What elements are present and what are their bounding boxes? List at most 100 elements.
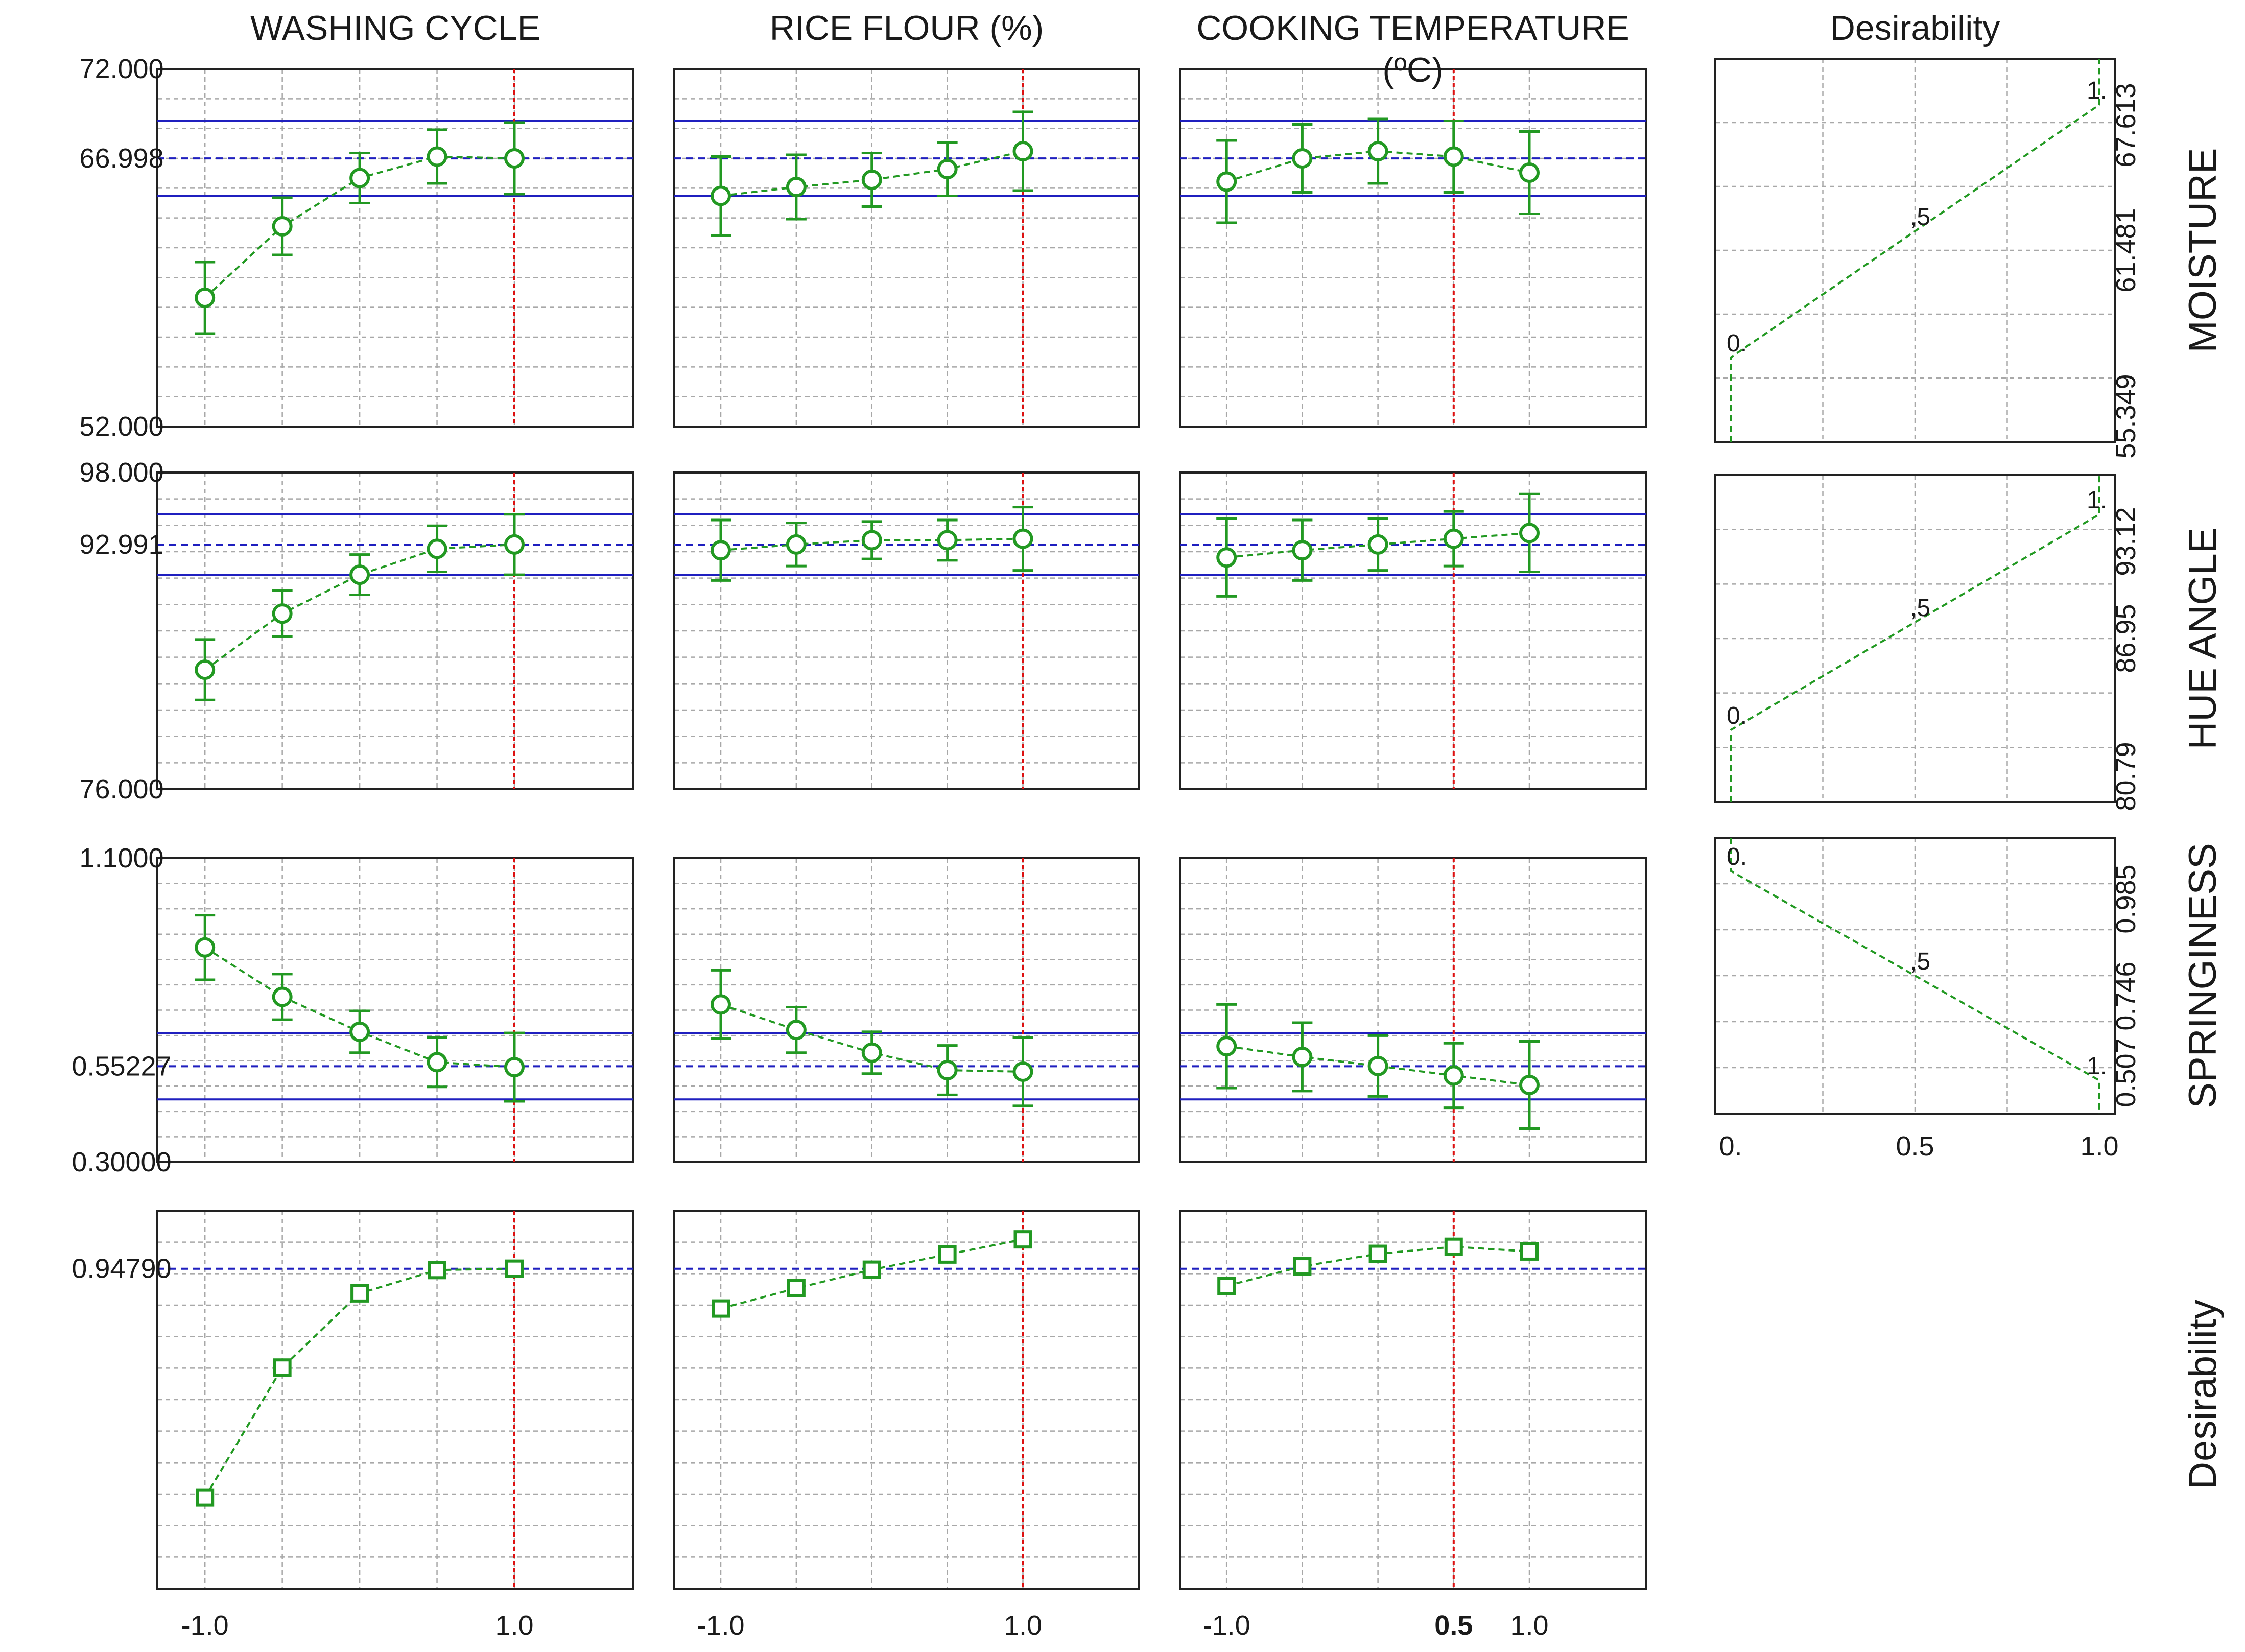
panel-frame — [673, 471, 1140, 790]
data-point — [711, 994, 731, 1015]
data-point — [505, 1259, 524, 1278]
x-tick-label: -1.0 — [181, 1610, 229, 1641]
data-point — [1292, 1046, 1313, 1067]
desirability-x-tick-label: 0.5 — [1896, 1131, 1934, 1162]
column-title: WASHING CYCLE — [250, 9, 540, 48]
profile-series-r3-c2 — [1180, 1211, 1646, 1589]
desirability-marker-label: 0. — [1727, 330, 1747, 357]
desirability-panel-2 — [1714, 837, 2116, 1115]
chart-labels: WASHING CYCLE RICE FLOUR (%) COOKING TEMPE… — [72, 9, 2225, 1641]
profile-panel-r0-c2 — [1179, 68, 1647, 428]
profile-panel-r2-c0 — [156, 857, 634, 1163]
desirability-marker-label: ,5 — [1910, 204, 1930, 231]
data-point — [861, 170, 882, 190]
profile-panel-r2-c2 — [1179, 857, 1647, 1163]
profile-series-r0-c2 — [1180, 69, 1646, 427]
data-point — [272, 216, 293, 237]
panel-frame — [156, 68, 634, 428]
profile-series-r0-c0 — [157, 69, 633, 427]
row-title: MOISTURE — [2181, 148, 2225, 352]
data-point — [861, 530, 882, 551]
x-tick-label: -1.0 — [1203, 1610, 1250, 1641]
desirability-x-tick-label: 0. — [1719, 1131, 1742, 1162]
response-value-label: 0.746 — [2111, 961, 2141, 1030]
panel-frame — [1714, 474, 2116, 803]
row-title: Desirability — [2181, 1300, 2225, 1490]
desirability-panel-0 — [1714, 58, 2116, 443]
desirability-function-line — [1730, 59, 2100, 442]
panel-frame — [673, 1210, 1140, 1590]
profile-series-r3-c1 — [674, 1211, 1139, 1589]
data-point — [1443, 528, 1464, 549]
data-point — [1217, 1277, 1236, 1295]
y-tick-label: 0.55227 — [72, 1051, 171, 1081]
data-point — [1216, 1036, 1237, 1057]
data-point — [787, 1279, 806, 1297]
panel-frame — [156, 471, 634, 790]
data-point — [1367, 1055, 1388, 1076]
data-point — [1216, 547, 1237, 568]
y-tick-label: 92.991 — [79, 529, 163, 560]
profile-panel-r1-c0 — [156, 471, 634, 790]
desirability-marker-label: 0. — [1727, 843, 1747, 870]
data-point — [196, 1488, 215, 1507]
data-point — [428, 1261, 446, 1280]
data-point — [786, 177, 807, 197]
y-tick-label: 98.000 — [79, 457, 163, 488]
data-point — [427, 538, 447, 559]
row-title: HUE ANGLE — [2181, 527, 2225, 749]
panel-frame — [156, 1210, 634, 1590]
data-point — [1443, 146, 1464, 167]
x-tick-label: 1.0 — [1004, 1610, 1042, 1641]
row-title: SPRINGINESS — [2181, 843, 2225, 1108]
y-tick-label: 72.000 — [79, 54, 163, 84]
desirability-marker-label: 1. — [2087, 1053, 2107, 1080]
data-point — [1520, 1242, 1539, 1261]
y-tick-label: 1.1000 — [79, 843, 163, 874]
desirability-function-2 — [1730, 838, 2100, 1114]
desirability-panel-1 — [1714, 474, 2116, 803]
data-point — [504, 534, 525, 555]
series-line — [204, 543, 515, 671]
column-title: COOKING TEMPERATURE — [1196, 9, 1629, 48]
y-tick-label: 0.94790 — [72, 1254, 171, 1284]
response-value-label: 67.613 — [2111, 83, 2141, 167]
profile-series-r1-c2 — [1180, 473, 1646, 789]
response-value-label: 80.79 — [2111, 742, 2141, 811]
data-point — [786, 1020, 807, 1041]
data-point — [711, 540, 731, 561]
y-tick-label: 66.998 — [79, 143, 163, 174]
desirability-marker-label: 1. — [2087, 487, 2107, 514]
column-title-line2: (ºC) — [1382, 51, 1443, 89]
y-tick-label: 52.000 — [79, 411, 163, 442]
panel-frame — [1179, 68, 1647, 428]
profile-series-r2-c1 — [674, 858, 1139, 1162]
desirability-x-tick-label: 1.0 — [2080, 1131, 2118, 1162]
desirability-function-0 — [1730, 59, 2100, 442]
plot-data — [157, 59, 2100, 1589]
panel-frame — [673, 68, 1140, 428]
desirability-column-title: Desirability — [1830, 9, 2000, 48]
data-point — [1519, 523, 1540, 544]
panel-frame — [1714, 837, 2116, 1115]
profile-panel-r2-c1 — [673, 857, 1140, 1163]
data-point — [937, 1060, 958, 1081]
panel-frame — [1714, 58, 2116, 443]
data-point — [504, 148, 525, 169]
data-point — [712, 1299, 730, 1318]
data-point — [349, 564, 370, 585]
data-point — [349, 1021, 370, 1042]
data-point — [1368, 1244, 1387, 1263]
data-point — [427, 1052, 447, 1073]
response-value-label: 55.349 — [2111, 374, 2141, 458]
data-point — [862, 1260, 881, 1279]
profile-panel-r3-c1 — [673, 1210, 1140, 1590]
x-tick-label: 1.0 — [495, 1610, 533, 1641]
panel-frame — [673, 857, 1140, 1163]
data-point — [1519, 162, 1540, 183]
x-tick-label-optimum: 0.5 — [1434, 1610, 1473, 1641]
profile-series-r0-c1 — [674, 69, 1139, 427]
profile-panel-r3-c2 — [1179, 1210, 1647, 1590]
y-tick-label: 0.30000 — [72, 1147, 171, 1177]
